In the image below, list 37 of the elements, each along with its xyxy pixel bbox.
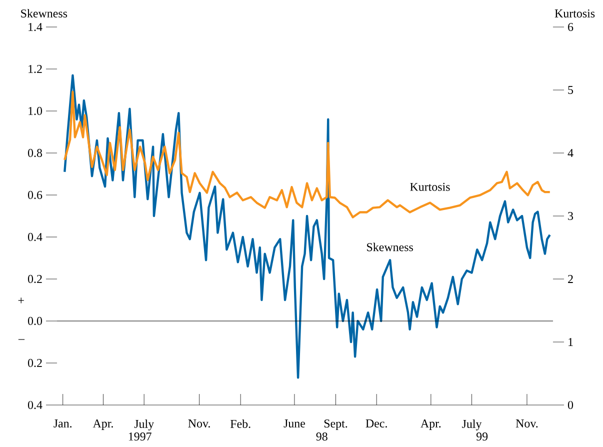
y2-tick-label: 4: [568, 149, 574, 157]
y-axis-title: Skewness: [21, 9, 68, 18]
y-tick-label: 0.2: [28, 358, 42, 368]
x-tick-label: Nov.: [188, 420, 210, 428]
x-tick-label: July: [134, 420, 154, 430]
x-tick-label: Dec.: [366, 420, 387, 428]
text: +: [18, 298, 24, 304]
text: –: [18, 339, 25, 340]
x-tick-label: Apr.: [420, 420, 441, 430]
series-label: Skewness: [367, 242, 413, 252]
text: 1997: [128, 432, 152, 441]
x-tick-label: Feb.: [230, 420, 250, 428]
x-tick-label: Sept.: [324, 420, 348, 430]
y2-tick-label: 0: [568, 400, 574, 410]
series-label: Kurtosis: [410, 182, 450, 191]
y2-tick-label: 3: [568, 212, 574, 220]
y-tick-label: 0.6: [28, 190, 42, 200]
x-tick-label: July: [462, 420, 482, 430]
y-tick-label: 1.4: [28, 22, 42, 32]
text: 98: [316, 432, 328, 441]
y2-tick-label: 6: [568, 22, 574, 32]
x-tick-label: Nov.: [516, 420, 538, 428]
y2-tick-label: 1: [568, 338, 573, 346]
y-tick-label: 0.8: [28, 148, 42, 158]
y-tick-label: 1.2: [28, 64, 42, 74]
x-tick-label: June: [284, 420, 305, 428]
y2-tick-label: 5: [568, 86, 574, 94]
y2-tick-label: 2: [568, 275, 573, 283]
y-tick-label: 0.2: [28, 274, 42, 284]
y2-axis-title: Kurtosis: [554, 9, 595, 18]
y-tick-label: 0.0: [28, 316, 42, 326]
y-tick-label: 0.4: [28, 232, 42, 242]
x-tick-label: Jan.: [54, 420, 72, 428]
x-tick-label: Apr.: [92, 420, 113, 430]
text: 99: [476, 432, 488, 441]
y-tick-label: 1.0: [28, 106, 42, 116]
y-tick-label: 0.4: [28, 400, 42, 410]
